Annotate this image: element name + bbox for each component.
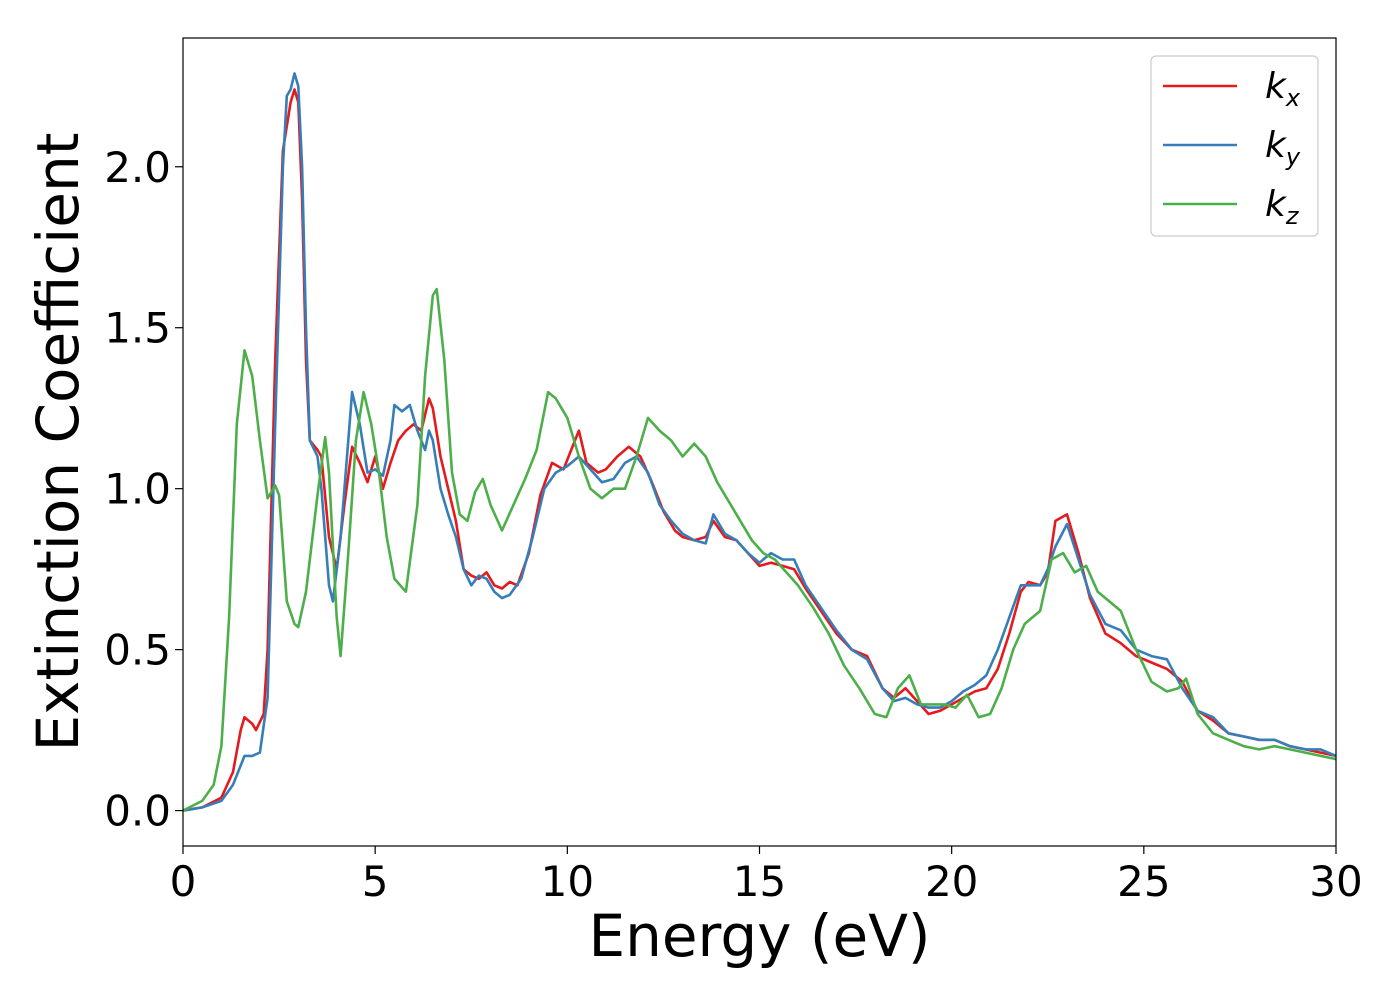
x-axis-ticks: 0 5 10 15 20 25 30	[170, 846, 1363, 906]
y-tick-label: 0.0	[104, 787, 171, 836]
y-axis-title: Extinction Coefficient	[24, 133, 92, 752]
y-tick-label: 0.5	[104, 626, 171, 675]
series-lines	[183, 72, 1336, 812]
series-line-z	[183, 287, 1336, 812]
x-tick-label: 10	[541, 857, 594, 906]
legend: kx ky kz	[1150, 55, 1319, 237]
legend-label-x: kx	[1265, 66, 1301, 112]
legend-label-y: ky	[1265, 125, 1301, 171]
x-tick-label: 20	[925, 857, 978, 906]
y-tick-label: 1.0	[104, 465, 171, 514]
legend-label-z: kz	[1265, 184, 1300, 230]
x-tick-label: 5	[362, 857, 389, 906]
x-tick-label: 30	[1309, 857, 1362, 906]
y-tick-label: 1.5	[104, 304, 171, 353]
plot-area	[182, 37, 1337, 847]
y-axis-ticks: 0.0 0.5 1.0 1.5 2.0	[104, 143, 183, 836]
x-axis-title: Energy (eV)	[588, 902, 930, 970]
x-tick-label: 0	[170, 857, 197, 906]
y-tick-label: 2.0	[104, 143, 171, 192]
x-tick-label: 25	[1117, 857, 1170, 906]
series-line-x	[183, 88, 1336, 812]
x-tick-label: 15	[733, 857, 786, 906]
